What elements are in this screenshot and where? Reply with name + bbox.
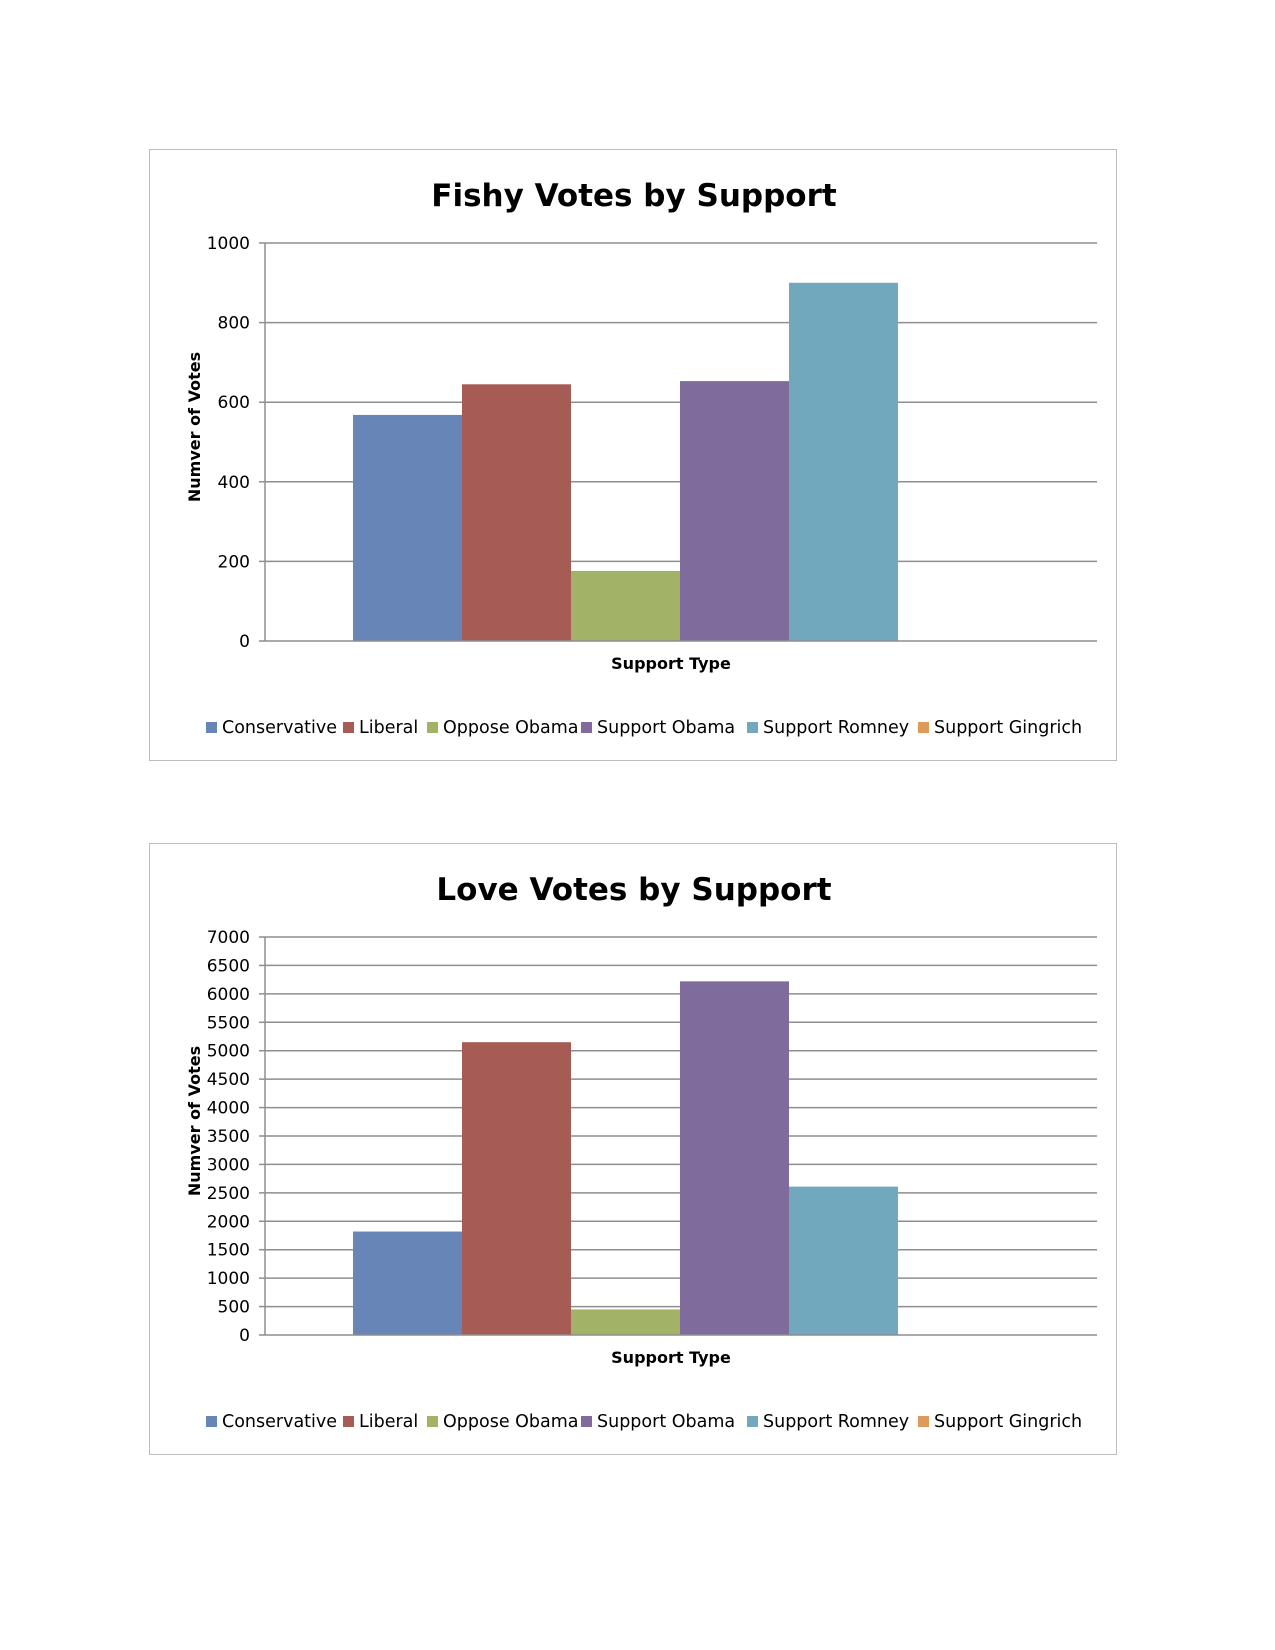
legend-swatch [918, 1416, 929, 1427]
chart-fishy-votes: Fishy Votes by Support 0 200 400 600 800 1000… [149, 149, 1117, 761]
legend-swatch [343, 1416, 354, 1427]
bar [571, 570, 680, 641]
y-axis-label: Numver of Votes [185, 352, 204, 502]
x-axis-label: Support Type [611, 654, 731, 673]
legend-swatch [918, 722, 929, 733]
y-axis-label: Numver of Votes [185, 1046, 204, 1196]
y-tick-label: 800 [218, 314, 250, 334]
legend-swatch [581, 722, 592, 733]
legend-swatch [581, 1416, 592, 1427]
bar [680, 981, 789, 1335]
legend-swatch [343, 722, 354, 733]
legend-label: Liberal [359, 718, 418, 738]
y-tick-label: 1000 [207, 234, 250, 254]
legend: Conservative Liberal Oppose Obama Support O… [206, 1412, 1082, 1432]
bar [462, 384, 571, 641]
legend-label: Oppose Obama [443, 718, 579, 738]
bar [571, 1309, 680, 1335]
axes [259, 242, 1097, 642]
legend-label: Support Romney [763, 718, 909, 738]
y-tick-label: 6000 [207, 985, 250, 1005]
legend-label: Oppose Obama [443, 1412, 579, 1432]
legend-label: Support Gingrich [934, 1412, 1082, 1432]
legend: Conservative Liberal Oppose Obama Support O… [206, 718, 1082, 738]
legend-swatch [747, 1416, 758, 1427]
y-tick-label: 5000 [207, 1042, 250, 1062]
legend-label: Support Obama [597, 718, 735, 738]
y-tick-label: 500 [218, 1298, 250, 1318]
legend-swatch [206, 722, 217, 733]
chart-love-votes: Love Votes by Support 0 500 1000 1500 2000 25… [149, 843, 1117, 1455]
y-tick-label: 5500 [207, 1013, 250, 1033]
legend-swatch [427, 722, 438, 733]
bars [353, 981, 898, 1335]
chart-title: Love Votes by Support [436, 872, 831, 908]
y-tick-label: 600 [218, 393, 250, 413]
y-tick-label: 4000 [207, 1099, 250, 1119]
y-tick-label: 2500 [207, 1184, 250, 1204]
y-tick-label: 1000 [207, 1269, 250, 1289]
y-tick-labels: 0 200 400 600 800 1000 [207, 234, 250, 652]
y-tick-labels: 0 500 1000 1500 2000 2500 3000 3500 4000 4500 5000… [207, 928, 250, 1346]
y-tick-label: 1500 [207, 1241, 250, 1261]
legend-label: Support Gingrich [934, 718, 1082, 738]
legend-label: Liberal [359, 1412, 418, 1432]
y-tick-label: 4500 [207, 1070, 250, 1090]
legend-label: Support Romney [763, 1412, 909, 1432]
y-tick-label: 0 [239, 632, 250, 652]
y-tick-label: 6500 [207, 956, 250, 976]
bar [462, 1042, 571, 1335]
chart-2-svg: Love Votes by Support 0 500 1000 1500 2000 25… [185, 872, 1097, 1432]
bars [353, 282, 898, 641]
chart-title: Fishy Votes by Support [431, 178, 837, 214]
bar [353, 1231, 462, 1335]
bar [789, 282, 898, 641]
y-tick-label: 3500 [207, 1127, 250, 1147]
y-tick-label: 200 [218, 552, 250, 572]
y-tick-label: 0 [239, 1326, 250, 1346]
y-tick-label: 2000 [207, 1212, 250, 1232]
bar [789, 1186, 898, 1335]
legend-swatch [206, 1416, 217, 1427]
axes [259, 936, 1097, 1336]
legend-label: Support Obama [597, 1412, 735, 1432]
chart-1-svg: Fishy Votes by Support 0 200 400 600 800 1000… [185, 178, 1097, 738]
legend-label: Conservative [222, 718, 337, 738]
legend-label: Conservative [222, 1412, 337, 1432]
y-tick-label: 3000 [207, 1155, 250, 1175]
x-axis-label: Support Type [611, 1348, 731, 1367]
y-tick-label: 7000 [207, 928, 250, 948]
legend-swatch [427, 1416, 438, 1427]
bar [680, 381, 789, 641]
bar [353, 414, 462, 641]
y-tick-label: 400 [218, 473, 250, 493]
legend-swatch [747, 722, 758, 733]
